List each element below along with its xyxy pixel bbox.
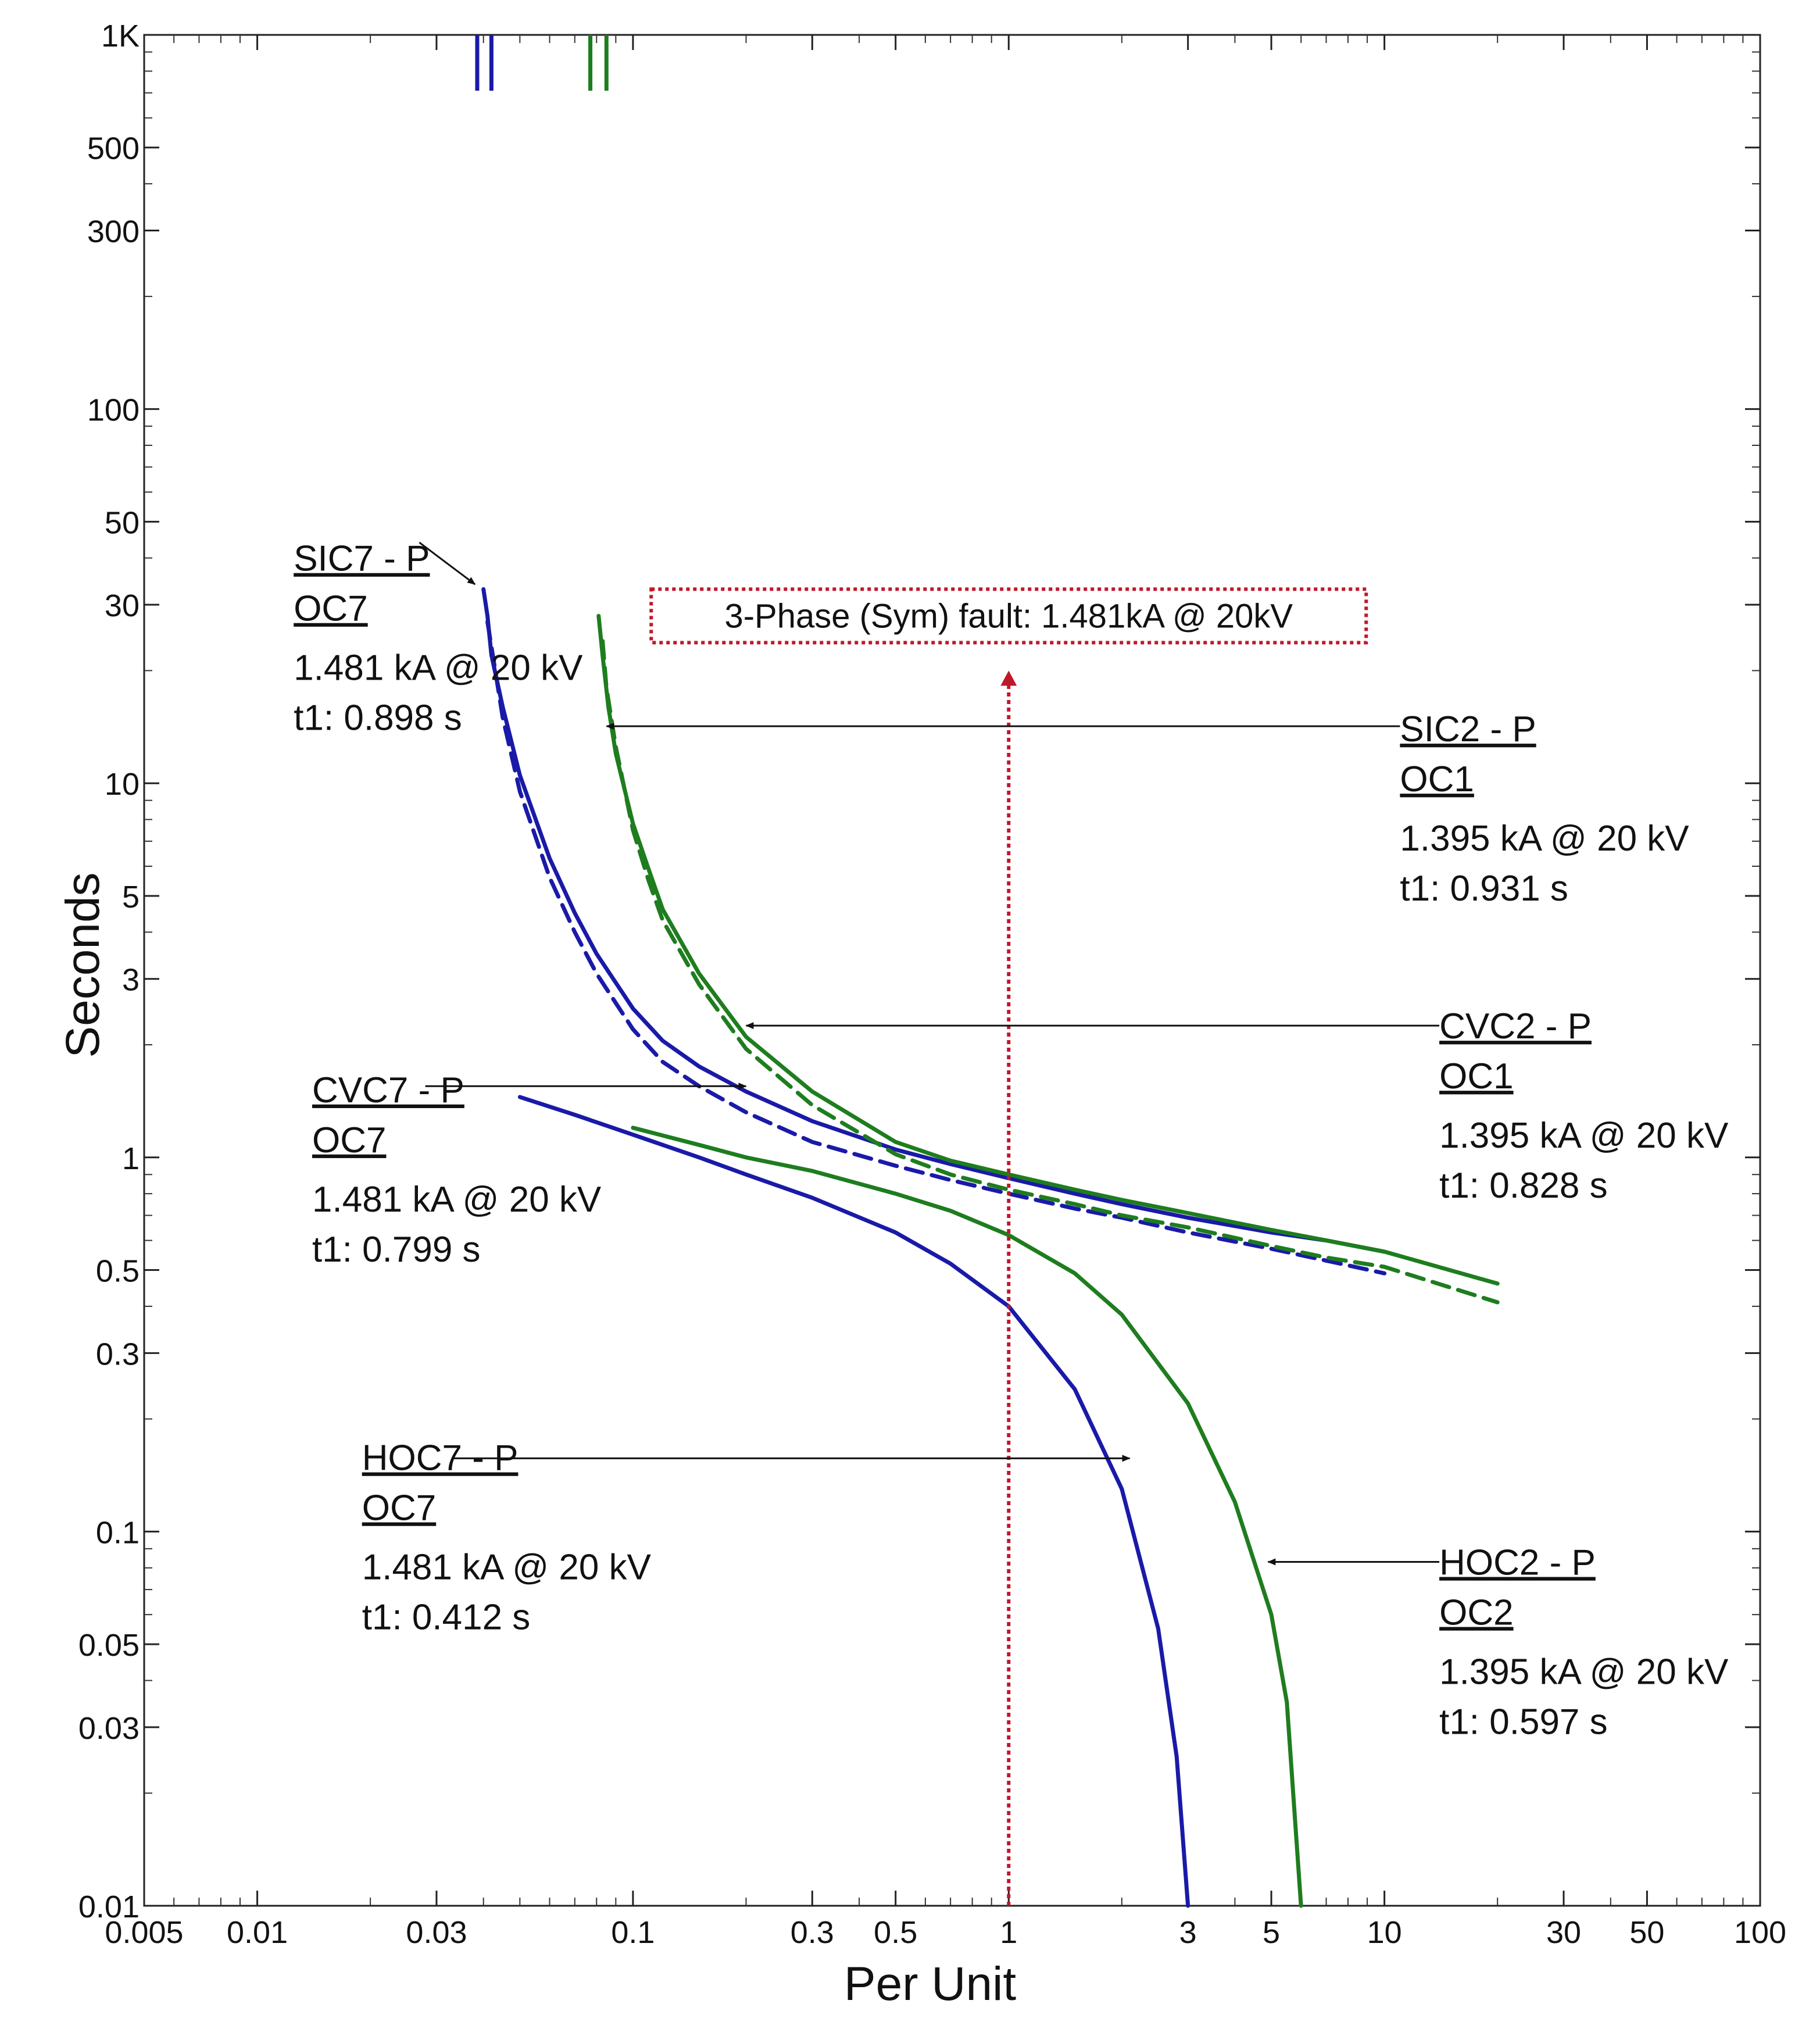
annotation-current-label: 1.481 kA @ 20 kV bbox=[312, 1180, 602, 1220]
y-tick-label: 3 bbox=[122, 963, 140, 998]
x-tick-label: 3 bbox=[1179, 1915, 1197, 1950]
x-axis-label: Per Unit bbox=[844, 1958, 1016, 2010]
y-tick-label: 0.3 bbox=[96, 1337, 140, 1371]
annotation-time-label: t1: 0.412 s bbox=[362, 1598, 531, 1638]
x-tick-label: 0.005 bbox=[105, 1915, 183, 1950]
x-tick-label: 100 bbox=[1734, 1915, 1786, 1950]
annotation-device-label: CVC7 - P bbox=[312, 1070, 464, 1110]
annotation-current-label: 1.481 kA @ 20 kV bbox=[362, 1548, 652, 1588]
y-tick-label: 0.01 bbox=[78, 1889, 140, 1924]
fault-marker-group: 3-Phase (Sym) fault: 1.481kA @ 20kV bbox=[649, 587, 1368, 1906]
x-tick-label: 0.1 bbox=[611, 1915, 655, 1950]
x-tick-label: 0.5 bbox=[874, 1915, 917, 1950]
x-tick-label: 0.03 bbox=[406, 1915, 467, 1950]
series-group bbox=[475, 35, 1500, 1908]
x-tick-label: 5 bbox=[1263, 1915, 1280, 1950]
y-axis-label: Seconds bbox=[56, 872, 109, 1058]
x-tick-label: 10 bbox=[1367, 1915, 1402, 1950]
annotation-device-label: SIC2 - P bbox=[1400, 709, 1536, 749]
plot-frame bbox=[143, 34, 1761, 1907]
x-tick-label: 0.3 bbox=[791, 1915, 834, 1950]
y-tick-label: 100 bbox=[87, 393, 140, 428]
annotation-time-label: t1: 0.931 s bbox=[1400, 869, 1568, 909]
y-tick-label: 1 bbox=[122, 1141, 140, 1176]
annotation-time-label: t1: 0.898 s bbox=[294, 698, 462, 738]
x-tick-label: 30 bbox=[1546, 1915, 1581, 1950]
y-tick-label: 5 bbox=[122, 880, 140, 915]
annotation-device-label: HOC2 - P bbox=[1439, 1542, 1596, 1583]
fault-arrow-head bbox=[1000, 670, 1017, 686]
series-curve bbox=[631, 1126, 1303, 1908]
series-curve bbox=[600, 639, 1500, 1305]
annotation-relay-label: OC7 bbox=[362, 1488, 436, 1528]
annotation-relay-label: OC7 bbox=[294, 589, 367, 629]
annotation-time-label: t1: 0.828 s bbox=[1439, 1166, 1608, 1206]
series-curve bbox=[481, 587, 1387, 1254]
annotation-current-label: 1.395 kA @ 20 kV bbox=[1400, 819, 1689, 859]
y-tick-label: 0.1 bbox=[96, 1515, 140, 1550]
y-tick-label: 500 bbox=[87, 131, 140, 166]
y-tick-label: 300 bbox=[87, 215, 140, 249]
annotation-time-label: t1: 0.799 s bbox=[312, 1230, 481, 1270]
x-tick-label: 1 bbox=[1000, 1915, 1017, 1950]
axis-labels: Per Unit Seconds bbox=[56, 872, 1016, 2010]
annotation-device-label: SIC7 - P bbox=[294, 539, 430, 579]
y-tick-label: 0.03 bbox=[78, 1711, 140, 1746]
annotation-relay-label: OC1 bbox=[1400, 759, 1474, 799]
series-curve bbox=[485, 620, 1387, 1276]
x-tick-label: 0.01 bbox=[227, 1915, 288, 1950]
series-curve bbox=[517, 1095, 1190, 1908]
annotation-arrow bbox=[419, 541, 476, 585]
annotation-current-label: 1.395 kA @ 20 kV bbox=[1439, 1652, 1729, 1692]
fault-label-box bbox=[649, 587, 1368, 645]
annotation-time-label: t1: 0.597 s bbox=[1439, 1702, 1608, 1742]
y-tick-label: 0.5 bbox=[96, 1254, 140, 1289]
plot-area-border bbox=[143, 34, 1761, 1907]
annotation-device-label: HOC7 - P bbox=[362, 1438, 519, 1478]
y-tick-label: 30 bbox=[105, 588, 140, 623]
x-tick-label: 50 bbox=[1629, 1915, 1664, 1950]
y-tick-label: 0.05 bbox=[78, 1628, 140, 1663]
axis-ticks: 0.005 0.01 0.03 0.1 0.3 0.5 1 3 5 10 30 50 1000.010.… bbox=[78, 19, 1786, 1950]
y-tick-label: 10 bbox=[105, 767, 140, 802]
annotation-group: SIC7 - P OC7 1.481 kA @ 20 kV t1: 0.898 s SI… bbox=[294, 539, 1729, 1742]
annotation-relay-label: OC1 bbox=[1439, 1056, 1513, 1096]
y-tick-label: 1K bbox=[101, 19, 140, 53]
annotation-relay-label: OC7 bbox=[312, 1120, 386, 1160]
annotation-relay-label: OC2 bbox=[1439, 1592, 1513, 1633]
fault-label-text: 3-Phase (Sym) fault: 1.481kA @ 20kV bbox=[724, 597, 1293, 635]
annotation-current-label: 1.481 kA @ 20 kV bbox=[294, 648, 583, 688]
annotation-current-label: 1.395 kA @ 20 kV bbox=[1439, 1116, 1729, 1156]
y-tick-label: 50 bbox=[105, 505, 140, 540]
annotation-device-label: CVC2 - P bbox=[1439, 1006, 1592, 1046]
